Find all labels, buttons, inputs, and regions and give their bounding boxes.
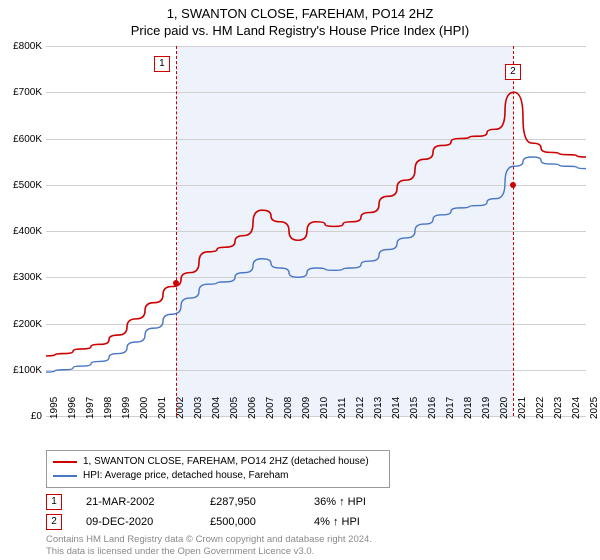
legend-row: 1, SWANTON CLOSE, FAREHAM, PO14 2HZ (det… — [53, 455, 383, 469]
legend-label: HPI: Average price, detached house, Fare… — [83, 469, 289, 483]
y-axis-label: £400K — [13, 226, 42, 237]
y-axis-label: £800K — [13, 41, 42, 52]
sale-point — [173, 280, 179, 286]
sale-marker-icon: 2 — [46, 514, 62, 530]
chart-area: £0£100K£200K£300K£400K£500K£600K£700K£80… — [46, 46, 586, 416]
legend-label: 1, SWANTON CLOSE, FAREHAM, PO14 2HZ (det… — [83, 455, 369, 469]
y-axis-label: £700K — [13, 87, 42, 98]
sale-pct: 4% ↑ HPI — [314, 516, 360, 528]
sale-row: 2 09-DEC-2020 £500,000 4% ↑ HPI — [46, 514, 586, 530]
y-axis-label: £0 — [31, 411, 42, 422]
y-axis-label: £200K — [13, 319, 42, 330]
title-line2: Price paid vs. HM Land Registry's House … — [0, 23, 600, 40]
x-axis-label: 2025 — [589, 397, 600, 419]
y-axis-label: £100K — [13, 365, 42, 376]
footer-line1: Contains HM Land Registry data © Crown c… — [46, 534, 586, 546]
footer-line2: This data is licensed under the Open Gov… — [46, 546, 586, 558]
sale-price: £500,000 — [210, 516, 290, 528]
sale-row: 1 21-MAR-2002 £287,950 36% ↑ HPI — [46, 494, 586, 510]
sale-pct: 36% ↑ HPI — [314, 496, 366, 508]
sale-point — [510, 182, 516, 188]
chart-svg — [46, 46, 586, 416]
sale-date: 09-DEC-2020 — [86, 516, 186, 528]
y-axis-label: £300K — [13, 272, 42, 283]
sale-date: 21-MAR-2002 — [86, 496, 186, 508]
sale-price: £287,950 — [210, 496, 290, 508]
title-line1: 1, SWANTON CLOSE, FAREHAM, PO14 2HZ — [0, 6, 600, 23]
y-axis-label: £600K — [13, 134, 42, 145]
legend-row: HPI: Average price, detached house, Fare… — [53, 469, 383, 483]
sale-marker-icon: 1 — [46, 494, 62, 510]
legend-swatch — [53, 475, 77, 477]
legend-swatch — [53, 461, 77, 463]
series-line — [46, 157, 586, 372]
series-line — [46, 92, 586, 356]
legend-box: 1, SWANTON CLOSE, FAREHAM, PO14 2HZ (det… — [46, 450, 390, 488]
y-axis-label: £500K — [13, 180, 42, 191]
